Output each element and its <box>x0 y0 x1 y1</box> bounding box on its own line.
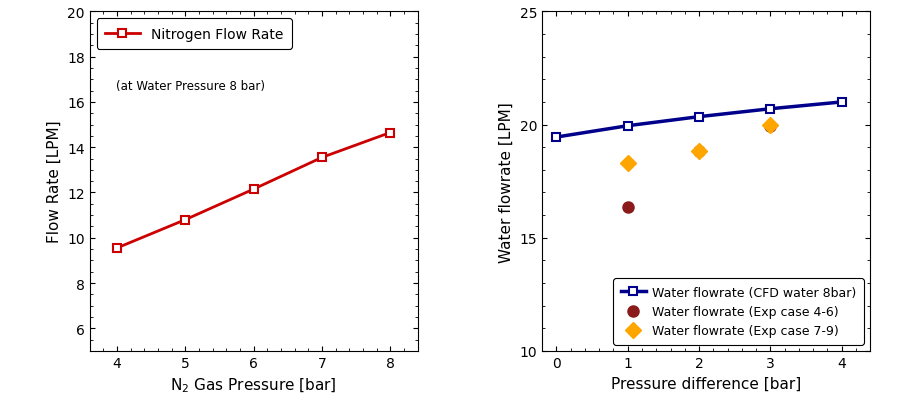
X-axis label: Pressure difference [bar]: Pressure difference [bar] <box>611 375 801 390</box>
Line: Water flowrate (CFD water 8bar): Water flowrate (CFD water 8bar) <box>553 99 846 142</box>
Water flowrate (Exp case 4-6) <box>765 124 776 129</box>
Legend: Nitrogen Flow Rate: Nitrogen Flow Rate <box>97 19 292 50</box>
Water flowrate (CFD water 8bar) <box>551 135 562 140</box>
Y-axis label: Water flowrate [LPM]: Water flowrate [LPM] <box>499 102 514 262</box>
Y-axis label: Flow Rate [LPM]: Flow Rate [LPM] <box>47 121 62 243</box>
Water flowrate (Exp case 7-9) <box>623 161 633 166</box>
Water flowrate (Exp case 4-6) <box>693 149 704 154</box>
Water flowrate (CFD water 8bar) <box>623 124 633 129</box>
Line: Water flowrate (Exp case 4-6): Water flowrate (Exp case 4-6) <box>623 121 776 213</box>
Water flowrate (CFD water 8bar) <box>693 115 704 120</box>
X-axis label: N$_2$ Gas Pressure [bar]: N$_2$ Gas Pressure [bar] <box>170 375 337 394</box>
Legend: Water flowrate (CFD water 8bar), Water flowrate (Exp case 4-6), Water flowrate (: Water flowrate (CFD water 8bar), Water f… <box>614 278 864 345</box>
Water flowrate (Exp case 7-9) <box>693 149 704 154</box>
Text: (at Water Pressure 8 bar): (at Water Pressure 8 bar) <box>116 80 265 93</box>
Water flowrate (CFD water 8bar) <box>836 100 847 105</box>
Water flowrate (CFD water 8bar) <box>765 107 776 112</box>
Water flowrate (Exp case 4-6) <box>623 205 633 210</box>
Water flowrate (Exp case 7-9) <box>765 123 776 128</box>
Line: Water flowrate (Exp case 7-9): Water flowrate (Exp case 7-9) <box>623 120 776 169</box>
